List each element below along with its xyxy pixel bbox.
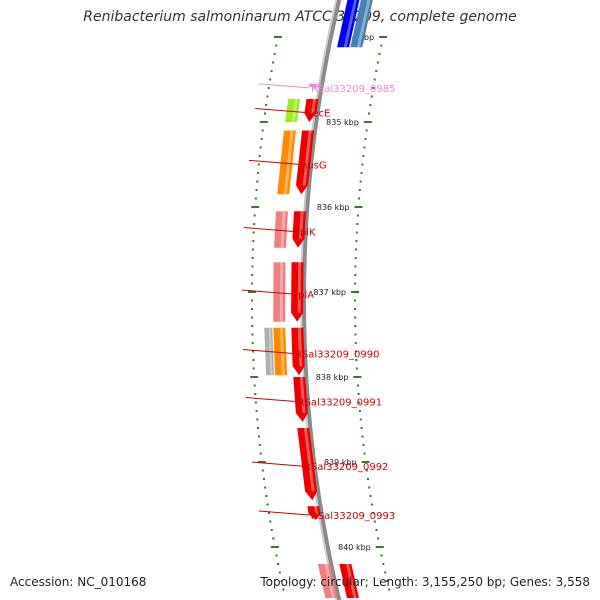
gene-highlight [315, 83, 319, 87]
gene-highlight [279, 327, 285, 376]
gene-feature[interactable] [317, 564, 338, 598]
map-title: Renibacterium salmoninarum ATCC 33209, c… [83, 9, 517, 25]
backbone-line [301, 0, 342, 600]
gene-feature[interactable] [291, 327, 305, 376]
gene-arrow[interactable] [284, 99, 301, 122]
gene-leader-line [251, 461, 302, 467]
gene-feature[interactable] [339, 564, 359, 598]
label-layer: RSal33209_0985 secE nusG rplK rplA RSal33209_… [241, 83, 395, 522]
gene-leader-line [245, 397, 296, 403]
tick-label: 836 kbp [317, 203, 350, 212]
gene-label: RSal33209_0993 [311, 511, 395, 522]
gene-arrow[interactable] [291, 327, 305, 376]
gene-arrow[interactable] [292, 211, 307, 248]
gene-highlight [297, 327, 303, 367]
gene-feature[interactable] [308, 83, 321, 88]
tick-label: 835 kbp [326, 118, 359, 127]
gene-arrow[interactable] [291, 262, 304, 322]
gene-highlight [324, 564, 335, 598]
gene-feature[interactable] [307, 506, 321, 520]
gene-highlight [279, 262, 284, 322]
gene-arrow[interactable] [317, 564, 338, 598]
gene-label: rplK [296, 228, 316, 239]
gene-arrow[interactable] [304, 99, 319, 122]
gene-highlight [280, 211, 286, 248]
gene-highlight [356, 0, 371, 48]
gene-feature[interactable] [296, 130, 315, 195]
tick-label: 840 kbp [338, 543, 371, 552]
gene-highlight [343, 0, 358, 48]
accession-text: Accession: NC_010168 [10, 575, 147, 589]
gene-highlight [303, 428, 315, 492]
gene-label: RSal33209_0985 [311, 84, 395, 95]
tick-label: 837 kbp [313, 288, 346, 297]
gene-feature[interactable] [292, 211, 307, 248]
gene-label: RSal33209_0990 [295, 350, 379, 361]
gene-feature[interactable] [291, 262, 304, 322]
gene-highlight [299, 211, 304, 239]
gene-arrow[interactable] [273, 327, 288, 376]
gene-feature[interactable] [304, 99, 319, 122]
gene-leader-line [248, 159, 300, 165]
gene-leader-line [258, 83, 310, 89]
gene-feature[interactable] [284, 99, 301, 122]
gene-arrow[interactable] [297, 428, 318, 501]
gene-feature[interactable] [297, 428, 318, 501]
gene-leader-line [243, 227, 294, 233]
gene-arrow[interactable] [293, 377, 308, 423]
gene-feature[interactable] [273, 327, 288, 376]
gene-feature[interactable] [277, 130, 296, 195]
gene-feature[interactable] [274, 211, 288, 248]
gene-arrow[interactable] [273, 262, 286, 322]
gene-arrow[interactable] [308, 83, 321, 88]
gene-highlight [302, 130, 312, 186]
gene-arrow[interactable] [274, 211, 288, 248]
gene-label: RSal33209_0991 [298, 398, 382, 409]
gene-highlight [311, 99, 317, 113]
gene-arrow[interactable] [296, 130, 315, 195]
gene-label: RSal33209_0992 [304, 462, 388, 473]
gene-arrow[interactable] [337, 0, 360, 48]
summary-text: Topology: circular; Length: 3,155,250 bp… [260, 575, 590, 589]
gene-leader-line [242, 349, 294, 354]
gene-label: rplA [294, 290, 314, 301]
gene-leader-line [255, 108, 306, 114]
gene-feature[interactable] [350, 0, 373, 48]
gene-leader-line [258, 510, 309, 516]
gene-feature[interactable] [273, 262, 286, 322]
gene-highlight [299, 377, 306, 414]
gene-highlight [291, 99, 298, 122]
gene-highlight [283, 130, 294, 195]
gene-label: secE [307, 109, 330, 120]
tick-label: 838 kbp [316, 373, 349, 382]
gene-highlight [313, 506, 319, 515]
gene-feature[interactable] [337, 0, 360, 48]
gene-leader-line [241, 289, 293, 295]
gene-arrow[interactable] [350, 0, 373, 48]
gene-layer [264, 0, 373, 598]
gene-highlight [297, 262, 302, 313]
gene-arrow[interactable] [277, 130, 296, 195]
gene-arrow[interactable] [307, 506, 321, 520]
gene-label: nusG [301, 160, 327, 171]
gene-arrow[interactable] [339, 564, 359, 598]
gene-feature[interactable] [293, 377, 308, 423]
tick-label: 839 kbp [324, 458, 357, 467]
gene-highlight [345, 564, 357, 598]
